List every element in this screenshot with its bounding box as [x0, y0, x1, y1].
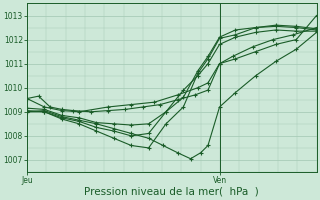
- X-axis label: Pression niveau de la mer(  hPa  ): Pression niveau de la mer( hPa ): [84, 187, 259, 197]
